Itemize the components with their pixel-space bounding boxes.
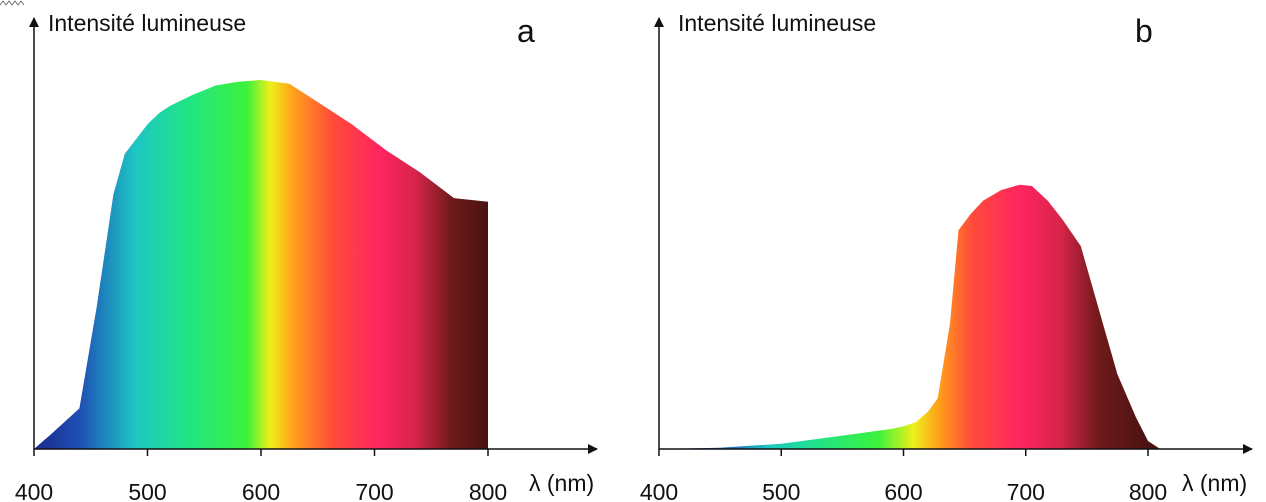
spectrum-area-b <box>659 184 1161 449</box>
x-tick-label: 800 <box>469 479 507 502</box>
x-ticks-a: 400 500 600 700 800 <box>15 449 507 502</box>
top-border <box>0 0 25 6</box>
x-tick-label: 700 <box>1007 479 1045 502</box>
x-tick-label: 600 <box>884 479 922 502</box>
x-ticks-b: 400 500 600 700 800 <box>640 449 1167 502</box>
x-tick-label: 800 <box>1129 479 1167 502</box>
panel-label-a: a <box>517 13 535 49</box>
y-axis-label-b: Intensité lumineuse <box>678 10 876 36</box>
x-tick-label: 600 <box>242 479 280 502</box>
x-tick-label: 400 <box>640 479 678 502</box>
panel-b: 400 500 600 700 800 Intensité lumineuse b λ … <box>640 10 1253 502</box>
panel-label-b: b <box>1135 13 1153 49</box>
x-tick-label: 500 <box>762 479 800 502</box>
x-tick-label: 400 <box>15 479 53 502</box>
x-tick-label: 700 <box>355 479 393 502</box>
y-axis-label-a: Intensité lumineuse <box>48 10 246 36</box>
x-axis-label-a: λ (nm) <box>529 470 594 496</box>
spectrum-area-a <box>34 80 488 449</box>
x-axis-label-b: λ (nm) <box>1182 470 1247 496</box>
border-zigzag <box>0 0 25 6</box>
x-tick-label: 500 <box>128 479 166 502</box>
panel-a: 400 500 600 700 800 Intensité lumineuse a λ … <box>15 10 598 502</box>
